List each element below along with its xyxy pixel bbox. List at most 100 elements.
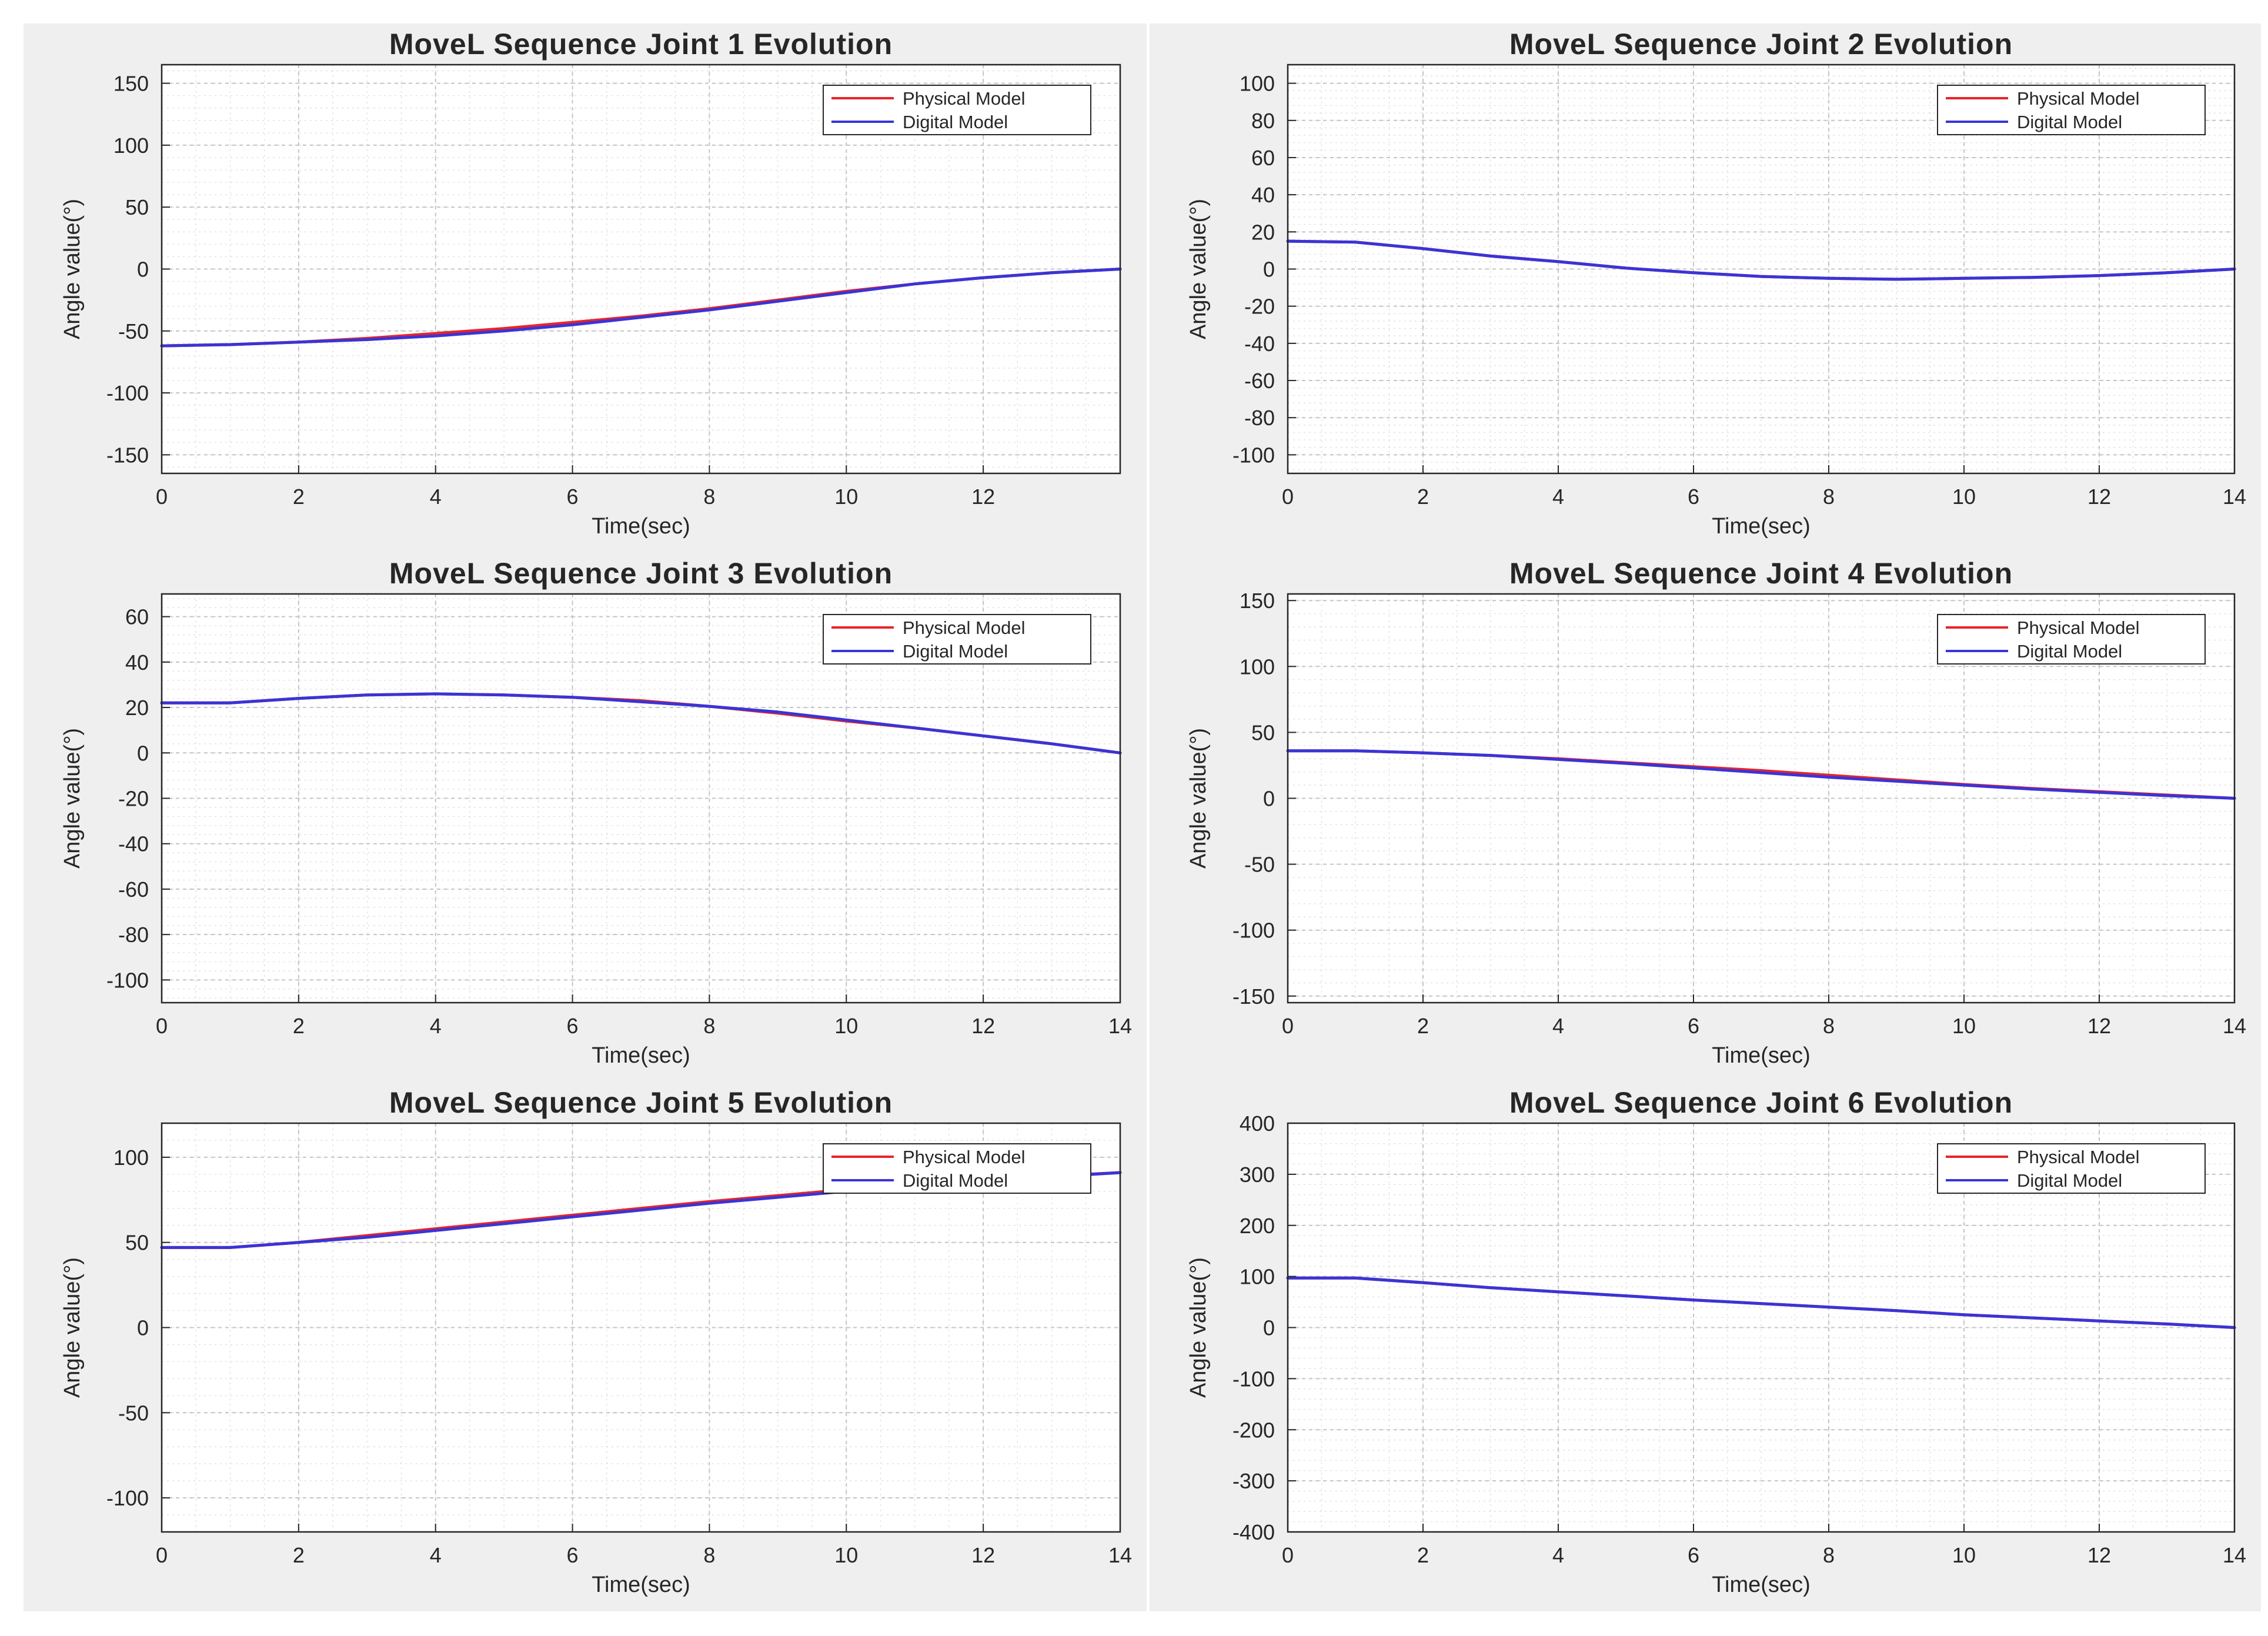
x-tick-label: 0 xyxy=(1282,1014,1294,1038)
legend: Physical Model Digital Model xyxy=(823,1143,1091,1194)
x-tick-label: 4 xyxy=(430,1543,442,1567)
y-tick-label: 50 xyxy=(125,195,149,219)
x-tick-label: 6 xyxy=(567,1014,579,1038)
legend-box xyxy=(1937,614,2206,665)
legend-label: Physical Model xyxy=(903,617,1025,638)
y-tick-label: 80 xyxy=(1251,109,1275,133)
series-line-digital-model xyxy=(160,268,1122,348)
y-tick-label: -100 xyxy=(106,381,149,405)
x-tick-label: 12 xyxy=(971,1014,995,1038)
legend: Physical Model Digital Model xyxy=(823,85,1091,135)
legend-label: Digital Model xyxy=(903,112,1008,132)
chart-panel-5: 0 2 4 6 8 10 12 14 -100 -50 0 50 100 MoveL Sequence J… xyxy=(24,1082,1147,1611)
x-tick-label: 4 xyxy=(1552,1014,1564,1038)
y-tick-label: 50 xyxy=(1251,720,1275,744)
x-tick-label: 4 xyxy=(1552,1543,1564,1567)
y-tick-label: -100 xyxy=(106,1486,149,1510)
x-tick-label: 10 xyxy=(1952,1543,1976,1567)
legend-box xyxy=(823,85,1091,135)
x-tick-label: 8 xyxy=(1823,485,1835,509)
y-tick-label: -50 xyxy=(118,1401,149,1425)
series-line-digital-model xyxy=(1286,749,2236,800)
chart-title: MoveL Sequence Joint 2 Evolution xyxy=(1509,28,2013,61)
y-tick-label: -50 xyxy=(1244,853,1275,877)
y-tick-label: 150 xyxy=(1240,589,1275,613)
y-tick-label: 300 xyxy=(1240,1163,1275,1187)
legend-box xyxy=(823,614,1091,665)
y-tick-label: 100 xyxy=(1240,655,1275,679)
legend: Physical Model Digital Model xyxy=(1937,85,2206,135)
x-tick-label: 4 xyxy=(430,1014,442,1038)
y-tick-label: 100 xyxy=(1240,1265,1275,1289)
x-axis-label: Time(sec) xyxy=(1712,1572,1810,1597)
y-tick-label: 60 xyxy=(125,605,149,629)
x-tick-label: 0 xyxy=(156,1014,168,1038)
y-tick-label: 50 xyxy=(125,1231,149,1255)
x-axis-label: Time(sec) xyxy=(592,1572,690,1597)
legend: Physical Model Digital Model xyxy=(1937,1143,2206,1194)
chart-svg-2: 0 2 4 6 8 10 12 14 -100 -80 -60 -40 -20 0 20 40 60 80 100 M… xyxy=(1150,24,2261,553)
y-tick-label: -150 xyxy=(106,443,149,467)
y-tick-label: -40 xyxy=(1244,332,1275,356)
y-tick-label: -20 xyxy=(118,787,149,811)
y-tick-label: 0 xyxy=(1263,787,1275,811)
x-tick-label: 10 xyxy=(1952,485,1976,509)
legend: Physical Model Digital Model xyxy=(1937,614,2206,665)
x-axis-label: Time(sec) xyxy=(592,1043,690,1068)
legend-label: Digital Model xyxy=(903,641,1008,662)
x-tick-label: 2 xyxy=(1417,1543,1429,1567)
y-tick-label: 20 xyxy=(1251,220,1275,244)
y-tick-label: -100 xyxy=(1232,919,1275,943)
legend-label: Physical Model xyxy=(903,1147,1025,1167)
legend-box xyxy=(1937,1143,2206,1194)
y-tick-label: 60 xyxy=(1251,146,1275,170)
legend-label: Physical Model xyxy=(2017,1147,2139,1167)
chart-svg-6: 0 2 4 6 8 10 12 14 -400 -300 -200 -100 0 100 200 300 400… xyxy=(1150,1082,2261,1611)
major-grid xyxy=(1287,594,2235,1003)
chart-panel-2: 0 2 4 6 8 10 12 14 -100 -80 -60 -40 -20 0 20 40 60 80 100 M… xyxy=(1150,24,2261,553)
x-axis-label: Time(sec) xyxy=(1712,1043,1810,1068)
x-tick-label: 12 xyxy=(2087,1014,2111,1038)
chart-panel-1: 0 2 4 6 8 10 12 -150 -100 -50 0 50 100 150 MoveL Seque… xyxy=(24,24,1147,553)
series-line-digital-model xyxy=(1286,239,2236,281)
series-line-digital-model xyxy=(1286,1276,2236,1329)
x-axis-label: Time(sec) xyxy=(592,514,690,539)
legend-label: Digital Model xyxy=(903,1170,1008,1191)
y-tick-label: -60 xyxy=(1244,369,1275,393)
y-tick-label: 20 xyxy=(125,696,149,720)
y-tick-label: 200 xyxy=(1240,1214,1275,1238)
y-axis-label: Angle value(°) xyxy=(60,728,85,869)
x-tick-label: 10 xyxy=(834,1543,858,1567)
legend-label: Physical Model xyxy=(2017,617,2139,638)
minor-grid xyxy=(161,65,1121,473)
x-axis-label: Time(sec) xyxy=(1712,514,1810,539)
x-tick-label: 14 xyxy=(2223,1543,2246,1567)
x-tick-label: 2 xyxy=(293,485,305,509)
x-tick-label: 10 xyxy=(834,1014,858,1038)
y-tick-label: -100 xyxy=(1232,443,1275,467)
y-tick-label: -150 xyxy=(1232,984,1275,1009)
chart-title: MoveL Sequence Joint 4 Evolution xyxy=(1509,557,2013,590)
y-tick-label: -60 xyxy=(118,877,149,902)
legend: Physical Model Digital Model xyxy=(823,614,1091,665)
y-tick-label: 0 xyxy=(137,1316,149,1340)
y-tick-label: 40 xyxy=(1251,183,1275,207)
y-tick-label: 40 xyxy=(125,650,149,675)
legend-box xyxy=(823,1143,1091,1194)
y-tick-label: 0 xyxy=(137,258,149,282)
minor-grid xyxy=(161,594,1121,1003)
y-tick-label: -400 xyxy=(1232,1520,1275,1544)
x-tick-label: 4 xyxy=(1552,485,1564,509)
y-tick-label: 100 xyxy=(113,1146,149,1170)
major-grid xyxy=(161,65,1120,473)
y-tick-label: -100 xyxy=(1232,1367,1275,1391)
chart-svg-3: 0 2 4 6 8 10 12 14 -100 -80 -60 -40 -20 0 20 40 60 MoveL … xyxy=(24,553,1147,1082)
x-tick-label: 12 xyxy=(2087,485,2111,509)
x-tick-label: 2 xyxy=(293,1014,305,1038)
legend-label: Digital Model xyxy=(2017,641,2122,662)
legend-label: Digital Model xyxy=(2017,112,2122,132)
y-tick-label: 0 xyxy=(137,741,149,765)
x-tick-label: 6 xyxy=(567,1543,579,1567)
y-tick-label: 150 xyxy=(113,72,149,96)
